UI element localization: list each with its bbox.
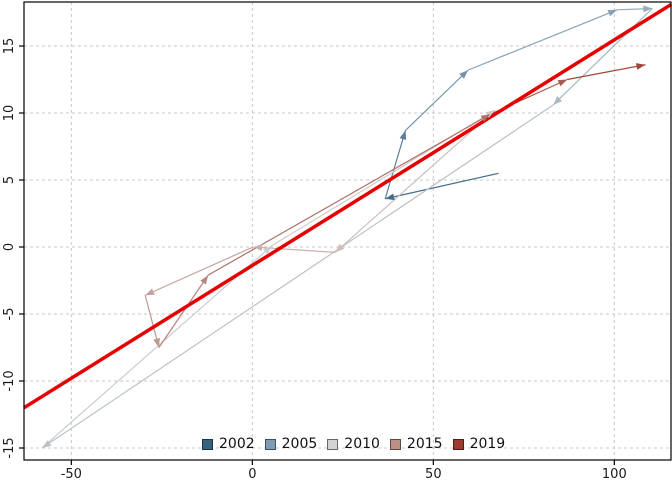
arrowhead-2005: [459, 70, 469, 79]
trajectory-segment-2005-2006: [467, 9, 618, 71]
legend-swatch-2005: [264, 438, 276, 450]
trajectory-segment-2004-2005: [405, 69, 469, 131]
x-tick-label-100: 100: [602, 467, 627, 480]
legend-label-2015: 2015: [406, 436, 443, 452]
trajectory-segment-2009-2010: [41, 245, 273, 449]
arrowhead-2008: [553, 96, 562, 105]
trajectory-segment-2003-2004: [384, 130, 407, 199]
legend-swatch-2019: [452, 438, 464, 450]
legend-item-2002: 2002: [202, 437, 255, 451]
trajectory-segment-2007-2008: [552, 8, 653, 106]
trend-line: [22, 2, 672, 410]
arrowhead-2015: [153, 337, 160, 348]
arrowhead-2009: [42, 440, 52, 448]
y-tick-label--5: -5: [2, 308, 17, 321]
y-tick-label-0: 0: [2, 243, 17, 251]
legend-item-2019: 2019: [452, 436, 506, 452]
trajectory-segment-2008-2009: [41, 104, 554, 449]
arrowhead-2017: [480, 114, 491, 122]
trajectory-segment-2015-2016: [158, 274, 209, 348]
legend-label-2002: 2002: [219, 436, 255, 452]
y-tick-label--15: -15: [2, 437, 17, 458]
y-tick-label-15: 15: [2, 38, 17, 55]
legend: 2002 2005 2010 2015 2019: [202, 437, 515, 451]
arrowhead-2014: [145, 288, 155, 296]
trajectory-segment-2002-2003: [385, 172, 499, 200]
legend-label-2019: 2019: [469, 436, 506, 452]
trajectory-segment-2011-2012: [334, 109, 496, 253]
legend-label-2010: 2010: [344, 436, 380, 452]
arrowhead-2019: [636, 63, 646, 70]
legend-item-2015: 2015: [389, 436, 443, 452]
arrowhead-2010: [262, 245, 272, 255]
arrowhead-2007: [643, 5, 653, 13]
trajectory-segment-2014-2015: [144, 295, 160, 348]
trajectory-segment-2018-2019: [567, 64, 646, 81]
arrowhead-2006: [607, 9, 618, 17]
arrowhead-2012: [335, 243, 345, 253]
x-tick-label--50: -50: [61, 467, 82, 480]
trajectory-segment-2013-2014: [144, 246, 254, 296]
legend-label-2005: 2005: [281, 436, 318, 452]
arrowhead-2018: [557, 79, 568, 87]
x-tick-label-0: 0: [248, 467, 256, 480]
arrowhead-2003: [385, 193, 395, 201]
legend-item-2005: 2005: [264, 436, 318, 452]
y-tick-label-5: 5: [2, 176, 17, 184]
plot-border: [23, 1, 672, 461]
y-tick-label-10: 10: [2, 105, 17, 122]
x-tick-label-50: 50: [425, 467, 442, 480]
legend-swatch-2002: [202, 438, 213, 450]
y-tick-label--10: -10: [2, 370, 17, 391]
trajectory-segment-2016-2017: [207, 113, 491, 276]
legend-swatch-2015: [389, 438, 401, 450]
legend-swatch-2010: [327, 438, 339, 450]
arrowhead-2016: [200, 275, 209, 285]
legend-item-2010: 2010: [327, 437, 380, 451]
arrowhead-2013: [253, 244, 263, 251]
arrowhead-2004: [399, 130, 407, 140]
